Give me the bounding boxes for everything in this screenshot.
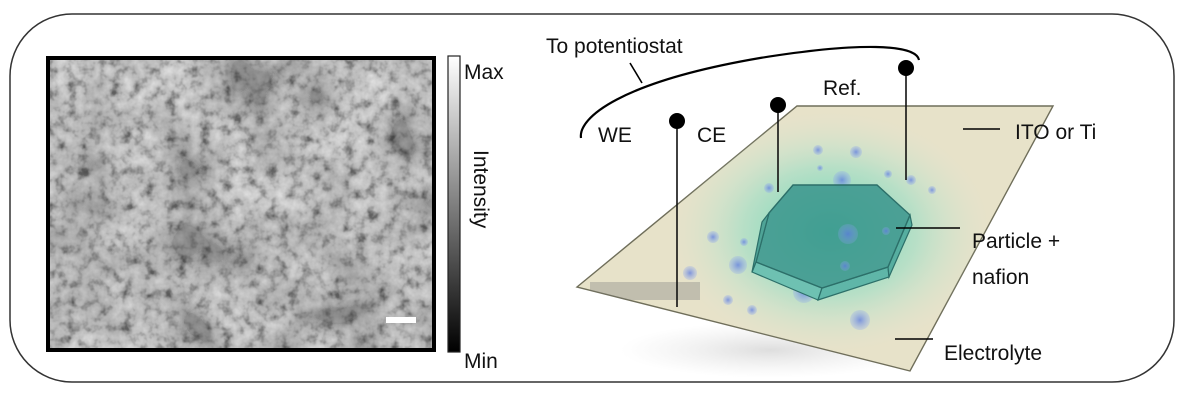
counter-electrode bbox=[770, 97, 786, 192]
particle-label-line1: Particle + bbox=[972, 230, 1060, 253]
substrate-label: ITO or Ti bbox=[1015, 121, 1096, 144]
particle-label-line2: nafion bbox=[972, 266, 1029, 289]
colorbar-max-label: Max bbox=[464, 61, 504, 84]
figure-frame bbox=[9, 13, 1175, 383]
colorbar-min-label: Min bbox=[464, 350, 498, 373]
potentiostat-pointer bbox=[629, 62, 643, 84]
ce-label: CE bbox=[697, 124, 726, 147]
scale-bar bbox=[386, 317, 416, 323]
we-label: WE bbox=[598, 124, 632, 147]
particle-slab bbox=[751, 184, 913, 301]
working-electrode bbox=[669, 113, 685, 307]
we-shadow bbox=[590, 282, 700, 300]
colorbar bbox=[447, 55, 461, 353]
potentiostat-connector bbox=[579, 45, 921, 139]
reference-electrode bbox=[898, 60, 914, 180]
colorbar-axis-label: Intensity bbox=[469, 150, 492, 229]
potentiostat-label: To potentiostat bbox=[546, 35, 683, 58]
electrolyte-label: Electrolyte bbox=[944, 342, 1042, 365]
ref-label: Ref. bbox=[823, 77, 862, 100]
microscopy-image bbox=[46, 56, 436, 352]
